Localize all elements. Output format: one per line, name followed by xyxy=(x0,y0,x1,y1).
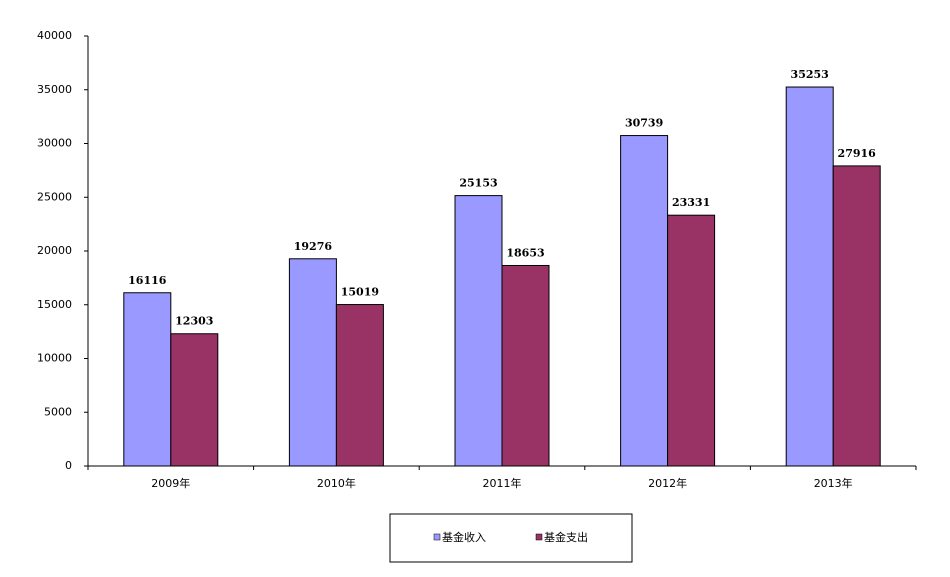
value-label: 25153 xyxy=(459,177,497,190)
bar xyxy=(785,86,834,467)
y-tick-label: 15000 xyxy=(37,298,72,311)
y-tick-label: 35000 xyxy=(37,83,72,96)
x-tick-label: 2010年 xyxy=(317,476,356,490)
bar xyxy=(620,135,669,467)
value-label: 23331 xyxy=(672,196,710,209)
x-tick-label: 2011年 xyxy=(483,476,522,490)
bar xyxy=(170,333,219,467)
value-label: 16116 xyxy=(128,274,167,287)
x-tick-label: 2013年 xyxy=(814,476,853,490)
value-label: 27916 xyxy=(838,147,877,160)
y-tick-label: 20000 xyxy=(37,244,72,257)
value-label: 30739 xyxy=(625,117,663,130)
y-tick-label: 25000 xyxy=(37,190,72,203)
bar xyxy=(123,292,172,467)
value-label: 12303 xyxy=(175,315,213,328)
legend-swatch xyxy=(433,533,441,541)
value-label: 15019 xyxy=(341,286,379,299)
value-label: 19276 xyxy=(294,240,333,253)
x-tick-label: 2009年 xyxy=(151,476,190,490)
y-tick-label: 0 xyxy=(65,459,72,472)
legend-swatch xyxy=(535,533,543,541)
y-tick-label: 10000 xyxy=(37,352,72,365)
y-tick-label: 5000 xyxy=(44,405,72,418)
legend-box xyxy=(389,513,633,563)
y-tick-label: 30000 xyxy=(37,137,72,150)
bar xyxy=(501,264,550,467)
bar xyxy=(667,214,716,467)
bar xyxy=(454,195,503,467)
bar xyxy=(335,304,384,467)
legend-label: 基金支出 xyxy=(544,530,588,544)
x-tick-label: 2012年 xyxy=(648,476,687,490)
y-tick-label: 40000 xyxy=(37,29,72,42)
value-label: 18653 xyxy=(506,246,544,259)
bar xyxy=(288,258,337,467)
value-label: 35253 xyxy=(791,68,829,81)
legend-label: 基金收入 xyxy=(442,530,486,544)
bar xyxy=(832,165,881,467)
